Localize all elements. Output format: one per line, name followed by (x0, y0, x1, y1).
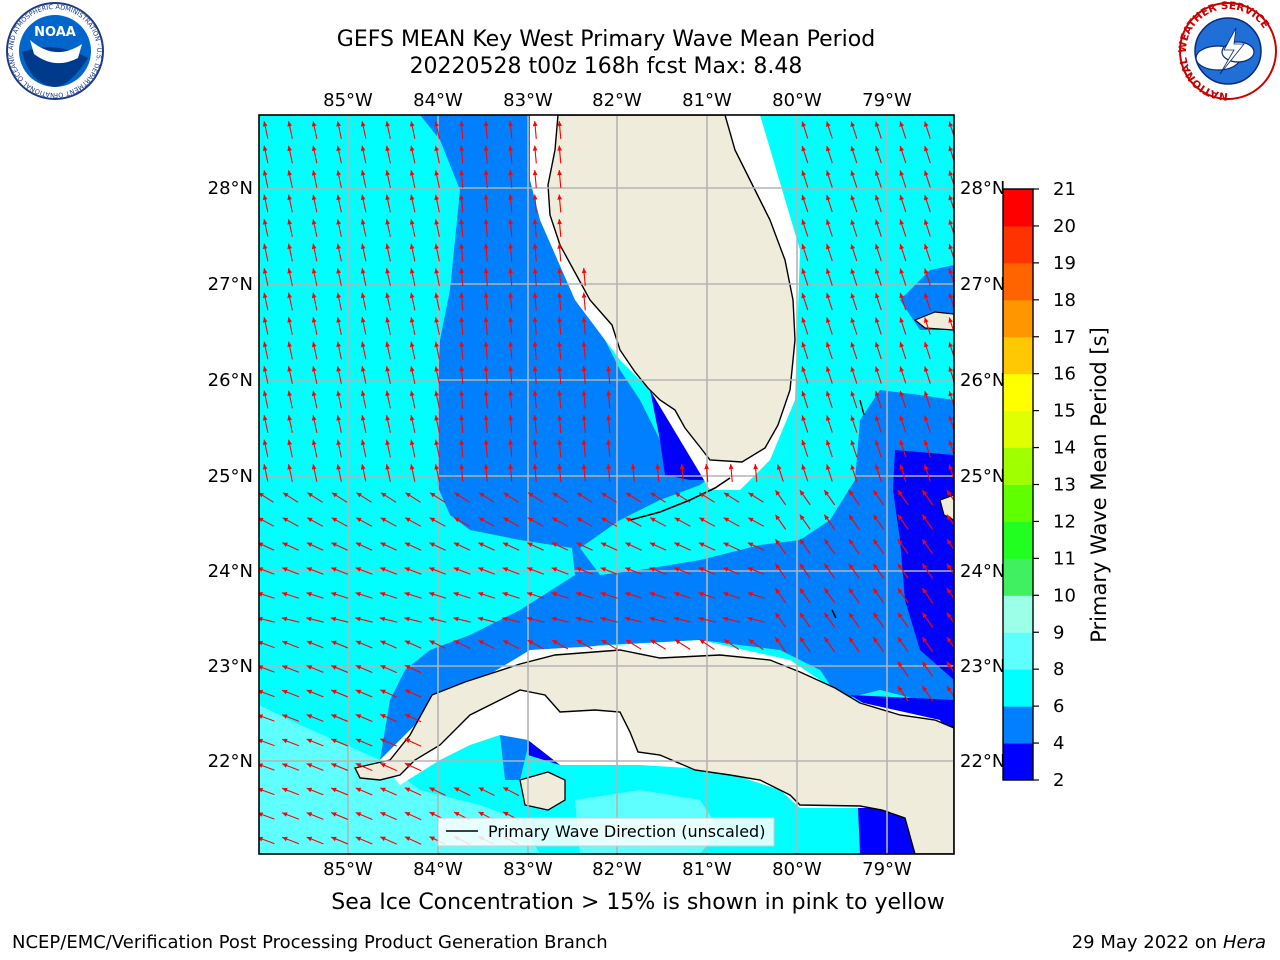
lon-tick-top: 81°W (682, 90, 732, 111)
lat-tick-left: 27°N (208, 274, 253, 295)
lon-tick-top: 80°W (772, 90, 822, 111)
lat-tick-left: 23°N (208, 656, 253, 677)
colorbar-tick: 16 (1053, 364, 1076, 385)
lat-tick-right: 24°N (960, 561, 1005, 582)
colorbar-tick: 9 (1053, 622, 1064, 643)
nws-logo: NATIONAL WEATHER SERVICE (1177, 0, 1277, 102)
lon-tick-bottom: 81°W (682, 859, 732, 880)
colorbar: 2 4 6 8 9 10 11 12 13 14 15 16 17 18 19 20 21 (1002, 179, 1076, 791)
lon-tick-bottom: 79°W (862, 859, 912, 880)
lat-tick-right: 28°N (960, 178, 1005, 199)
colorbar-segment (1003, 189, 1033, 227)
lat-tick-right: 26°N (960, 370, 1005, 391)
lon-tick-top: 83°W (503, 90, 553, 111)
footer-right: 29 May 2022 on Hera (1072, 932, 1266, 953)
colorbar-segment (1003, 595, 1033, 633)
colorbar-tick: 21 (1053, 179, 1076, 200)
lat-tick-left: 26°N (208, 370, 253, 391)
colorbar-tick: 18 (1053, 290, 1076, 311)
colorbar-tick: 19 (1053, 253, 1076, 274)
chart-title: GEFS MEAN Key West Primary Wave Mean Per… (336, 27, 876, 52)
colorbar-segment (1003, 669, 1033, 707)
axis-tick-labels: 85°W 85°W 84°W 84°W 83°W 83°W 82°W 82°W 81°W 81°W… (208, 90, 1006, 880)
colorbar-segment (1003, 558, 1033, 596)
colorbar-label: Primary Wave Mean Period [s] (1087, 327, 1111, 643)
colorbar-segment (1003, 373, 1033, 412)
colorbar-segment (1003, 299, 1033, 338)
footer-date: 29 May 2022 on (1071, 932, 1218, 953)
colorbar-segment (1003, 706, 1033, 744)
bahamas-islands (913, 311, 954, 331)
florida-landmass (547, 115, 796, 463)
chart-subtitle: 20220528 t00z 168h fcst Max: 8.48 (409, 54, 803, 79)
colorbar-segment (1003, 410, 1033, 449)
colorbar-tick: 8 (1053, 659, 1064, 680)
lon-tick-top: 85°W (323, 90, 373, 111)
lon-tick-top: 84°W (413, 90, 463, 111)
florida-keys (629, 477, 731, 521)
noaa-logo-text: NOAA (34, 25, 76, 40)
ocean-4-6s (380, 115, 954, 760)
colorbar-segment (1003, 262, 1033, 301)
sea-ice-note: Sea Ice Concentration > 15% is shown in … (331, 890, 945, 915)
colorbar-segment (1003, 336, 1033, 375)
colorbar-segment (1003, 225, 1033, 264)
lat-tick-left: 22°N (208, 751, 253, 772)
colorbar-tick: 17 (1053, 327, 1076, 348)
colorbar-tick: 4 (1053, 733, 1064, 754)
map-gridlines (259, 115, 954, 854)
cuba-landmass (353, 649, 954, 854)
lat-tick-left: 25°N (208, 466, 253, 487)
colorbar-segment (1003, 484, 1033, 522)
colorbar-segment (1003, 521, 1033, 559)
lon-tick-bottom: 84°W (413, 859, 463, 880)
lon-tick-bottom: 83°W (503, 859, 553, 880)
legend-label: Primary Wave Direction (unscaled) (488, 822, 765, 841)
lon-tick-bottom: 85°W (323, 859, 373, 880)
lat-tick-left: 24°N (208, 561, 253, 582)
colorbar-tick: 15 (1053, 401, 1076, 422)
isla-juventud (519, 771, 566, 811)
lon-tick-top: 79°W (862, 90, 912, 111)
footer-host: Hera (1222, 932, 1266, 953)
colorbar-tick: 10 (1053, 585, 1076, 606)
lon-tick-top: 82°W (592, 90, 642, 111)
colorbar-tick: 6 (1053, 696, 1064, 717)
footer-left: NCEP/EMC/Verification Post Processing Pr… (12, 932, 608, 953)
colorbar-segment (1003, 743, 1033, 781)
colorbar-tick: 2 (1053, 770, 1064, 791)
colorbar-segment (1003, 632, 1033, 670)
arrow-legend: Primary Wave Direction (unscaled) (437, 817, 775, 847)
colorbar-tick: 12 (1053, 511, 1076, 532)
colorbar-tick: 11 (1053, 548, 1076, 569)
lat-tick-right: 22°N (960, 751, 1005, 772)
colorbar-tick: 13 (1053, 475, 1076, 496)
colorbar-segment (1003, 447, 1033, 485)
map-frame (258, 114, 955, 855)
noaa-logo: NATIONAL OCEANIC AND ATMOSPHERIC ADMINIS… (0, 0, 104, 100)
lon-tick-bottom: 80°W (772, 859, 822, 880)
lat-tick-right: 23°N (960, 656, 1005, 677)
colorbar-tick: 20 (1053, 216, 1076, 237)
colorbar-tick: 14 (1053, 438, 1076, 459)
wave-direction-arrows (259, 120, 954, 846)
lat-tick-right: 27°N (960, 274, 1005, 295)
lat-tick-right: 25°N (960, 466, 1005, 487)
lat-tick-left: 28°N (208, 178, 253, 199)
lon-tick-bottom: 82°W (592, 859, 642, 880)
